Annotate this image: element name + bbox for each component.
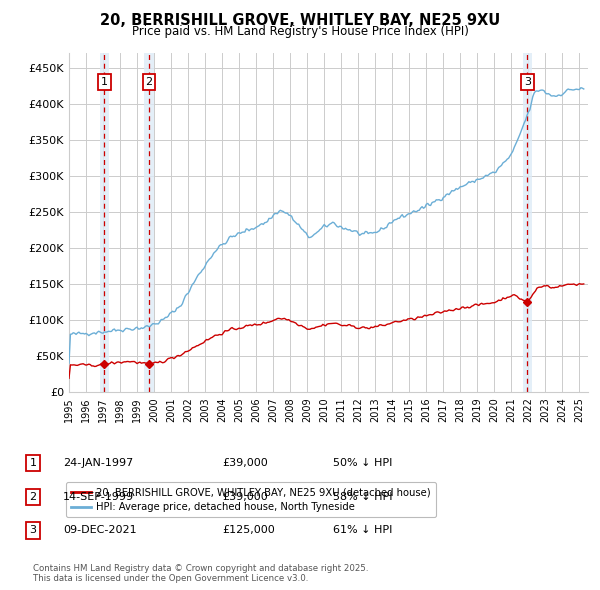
Text: Price paid vs. HM Land Registry's House Price Index (HPI): Price paid vs. HM Land Registry's House … — [131, 25, 469, 38]
Text: 50% ↓ HPI: 50% ↓ HPI — [333, 458, 392, 468]
Text: 14-SEP-1999: 14-SEP-1999 — [63, 492, 134, 502]
Text: £39,000: £39,000 — [222, 492, 268, 502]
Text: 61% ↓ HPI: 61% ↓ HPI — [333, 526, 392, 535]
Text: 2: 2 — [146, 77, 153, 87]
Text: £125,000: £125,000 — [222, 526, 275, 535]
Text: Contains HM Land Registry data © Crown copyright and database right 2025.
This d: Contains HM Land Registry data © Crown c… — [33, 563, 368, 583]
Text: 58% ↓ HPI: 58% ↓ HPI — [333, 492, 392, 502]
Bar — [100, 53, 109, 392]
Text: 3: 3 — [524, 77, 531, 87]
Text: 20, BERRISHILL GROVE, WHITLEY BAY, NE25 9XU: 20, BERRISHILL GROVE, WHITLEY BAY, NE25 … — [100, 13, 500, 28]
Text: 1: 1 — [29, 458, 37, 468]
Text: 24-JAN-1997: 24-JAN-1997 — [63, 458, 133, 468]
Text: 3: 3 — [29, 526, 37, 535]
Text: 1: 1 — [101, 77, 108, 87]
Bar — [523, 53, 532, 392]
Text: £39,000: £39,000 — [222, 458, 268, 468]
Bar — [145, 53, 154, 392]
Text: 2: 2 — [29, 492, 37, 502]
Legend: 20, BERRISHILL GROVE, WHITLEY BAY, NE25 9XU (detached house), HPI: Average price: 20, BERRISHILL GROVE, WHITLEY BAY, NE25 … — [67, 482, 436, 517]
Text: 09-DEC-2021: 09-DEC-2021 — [63, 526, 137, 535]
